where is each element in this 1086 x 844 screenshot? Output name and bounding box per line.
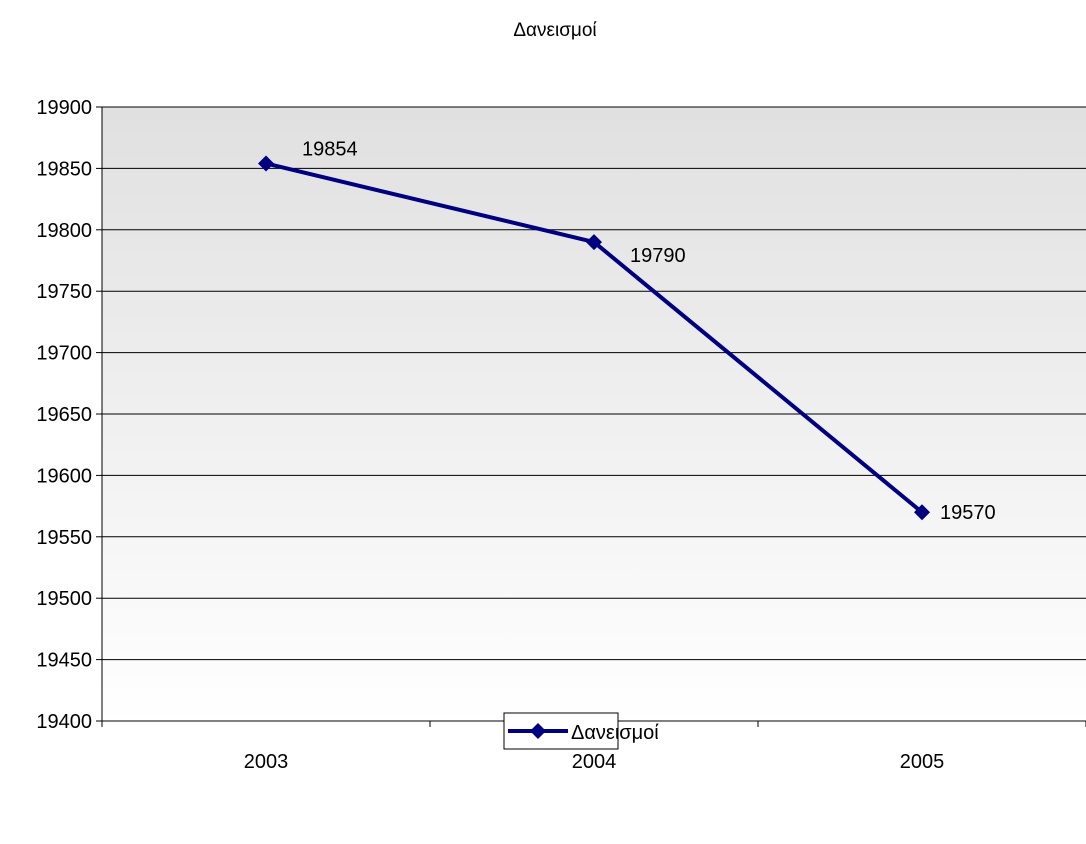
chart-title: Δανεισμοί bbox=[513, 20, 597, 41]
y-tick-label: 19650 bbox=[36, 404, 92, 426]
y-tick-label: 19600 bbox=[36, 465, 92, 487]
x-tick-label: 2005 bbox=[900, 751, 945, 773]
data-point-marker bbox=[258, 155, 274, 172]
x-tick-label: 2003 bbox=[244, 751, 289, 773]
y-tick-label: 19700 bbox=[36, 343, 92, 365]
y-tick-label: 19850 bbox=[36, 158, 92, 180]
y-tick-label: 19450 bbox=[36, 650, 92, 672]
data-labels: 19854 19790 19570 bbox=[302, 138, 996, 524]
y-tick-label: 19900 bbox=[36, 97, 92, 119]
y-tick-label: 19500 bbox=[36, 588, 92, 610]
data-label: 19854 bbox=[302, 138, 358, 160]
y-tick-label: 19400 bbox=[36, 711, 92, 733]
series-layer bbox=[258, 155, 930, 521]
legend-label: Δανεισμοί bbox=[571, 722, 659, 744]
y-tick-label: 19750 bbox=[36, 281, 92, 303]
y-tick-label: 19800 bbox=[36, 220, 92, 242]
y-tick-label: 19550 bbox=[36, 527, 92, 549]
data-label: 19790 bbox=[630, 245, 686, 267]
data-label: 19570 bbox=[940, 502, 996, 524]
axes: 19400 19450 19500 19550 19600 19650 19700 19750… bbox=[36, 97, 1086, 773]
legend-marker-diamond-icon bbox=[530, 723, 546, 739]
legend: Δανεισμοί bbox=[503, 712, 659, 750]
data-point-marker bbox=[914, 504, 930, 521]
x-tick-label: 2004 bbox=[572, 751, 617, 773]
data-point-marker bbox=[586, 234, 602, 251]
